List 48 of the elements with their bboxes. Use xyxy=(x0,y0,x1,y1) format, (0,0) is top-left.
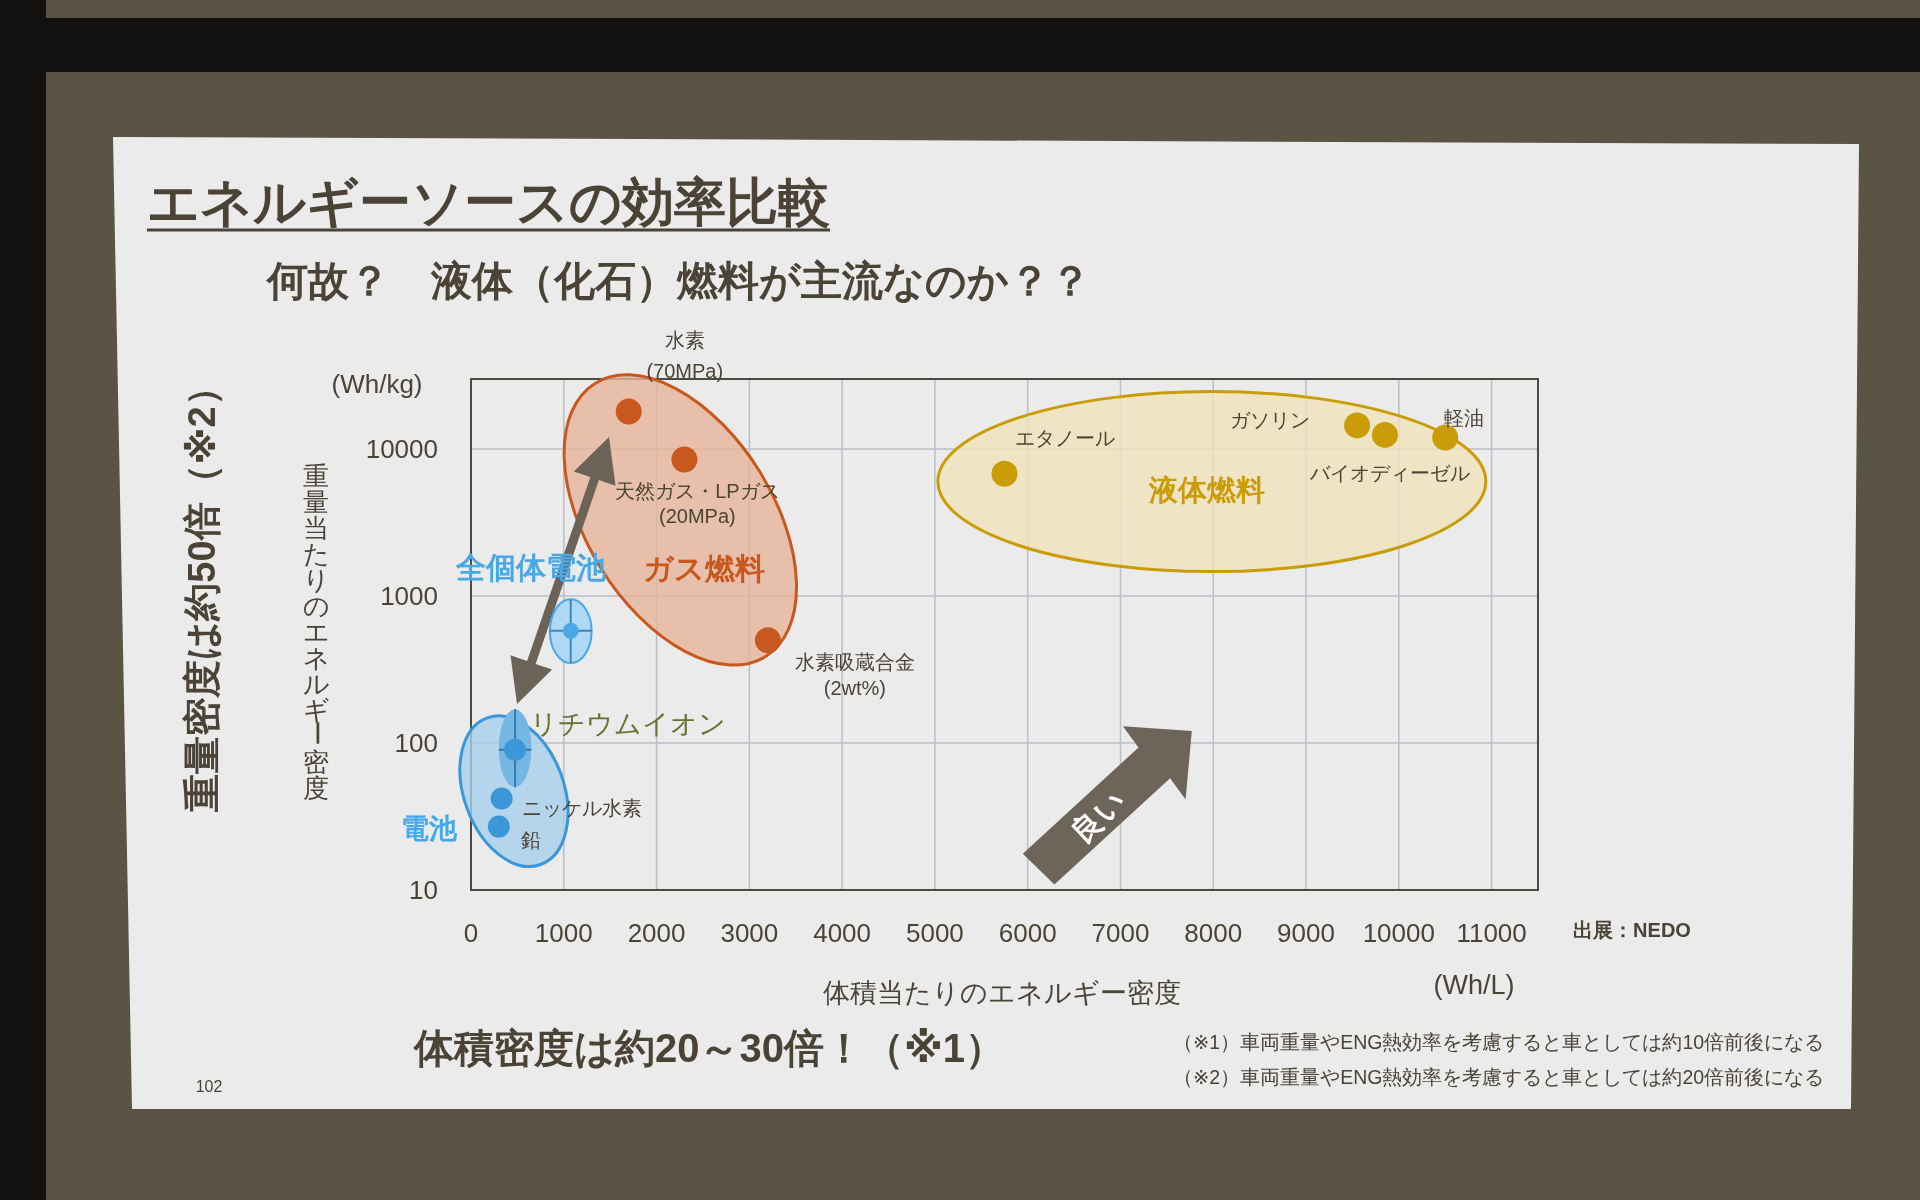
annotation: 水素吸蔵合金 (2wt%) xyxy=(794,651,915,700)
text: （※2）車両重量やENG熱効率を考慮すると車としては約20倍前後になる xyxy=(1173,1066,1825,1088)
text: 体積密度は約20～30倍！（※1） xyxy=(412,1026,1006,1070)
y-tick-label: 10000 xyxy=(365,434,438,465)
x-tick-label: 5000 xyxy=(905,918,964,948)
point xyxy=(754,627,781,654)
x-tick-label: 10000 xyxy=(1362,918,1435,948)
text: （※1）車両重量やENG熱効率を考慮すると車としては約10倍前後になる xyxy=(1173,1031,1825,1053)
x-tick-label: 1000 xyxy=(534,918,593,948)
point xyxy=(487,815,510,838)
annotation: バイオディーゼル xyxy=(1308,461,1470,484)
y-tick-label: 1000 xyxy=(380,581,438,612)
y-tick-label: 10 xyxy=(409,875,438,905)
x-tick-label: 3000 xyxy=(720,918,779,948)
text: 102 xyxy=(195,1077,223,1095)
x-tick-label: 6000 xyxy=(998,918,1057,948)
text: 液体燃料 xyxy=(1147,473,1265,506)
annotation: ガソリン xyxy=(1230,409,1311,432)
x-tick-label: 0 xyxy=(463,918,479,948)
text: 出展：NEDO xyxy=(1573,919,1691,941)
text: 重量密度は約50倍（※2） xyxy=(181,368,223,812)
y-tick-label: 100 xyxy=(394,728,438,759)
x-tick-label: 11000 xyxy=(1456,918,1527,948)
text: (Wh/kg) xyxy=(331,369,423,399)
annotation: リチウムイオン xyxy=(530,708,727,739)
x-tick-label: 7000 xyxy=(1091,918,1150,948)
annotation: エタノール xyxy=(1014,426,1115,449)
x-axis-title: 体積当たりのエネルギー密度 xyxy=(823,978,1181,1008)
chart-title: エネルギーソースの効率比較 xyxy=(147,173,830,231)
annotation: 良い xyxy=(1064,783,1132,849)
point xyxy=(1371,421,1398,448)
x-tick-label: 9000 xyxy=(1277,918,1335,948)
x-tick-label: 4000 xyxy=(813,918,872,948)
chart-subtitle: 何故？ 液体（化石）燃料が主流なのか？？ xyxy=(265,258,1091,304)
point xyxy=(615,398,642,425)
text: 重量当たりのエネルギー密度 xyxy=(301,461,332,803)
point xyxy=(1344,412,1371,439)
point xyxy=(490,787,513,810)
annotation: 鉛 xyxy=(520,828,541,851)
x-tick-label: 8000 xyxy=(1184,918,1243,948)
series-label: ガス燃料 xyxy=(642,551,765,585)
text: (Wh/L) xyxy=(1433,970,1515,1000)
point xyxy=(991,460,1018,487)
x-tick-label: 2000 xyxy=(627,918,686,948)
series-label: 電池 xyxy=(401,812,459,844)
point xyxy=(671,446,698,473)
annotation: 水素 (70MPa) xyxy=(646,328,724,382)
annotation: 軽油 xyxy=(1444,407,1485,430)
